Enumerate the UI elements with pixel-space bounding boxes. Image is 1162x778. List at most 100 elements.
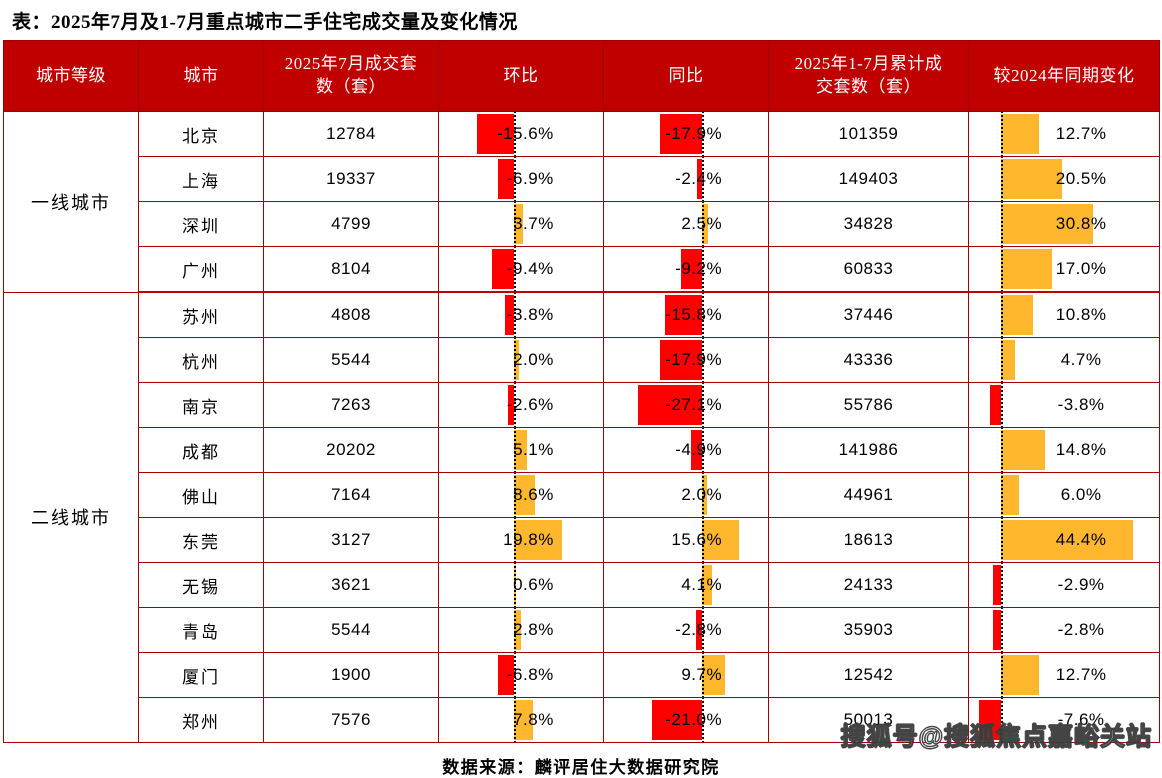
bar-area-mom — [440, 563, 603, 607]
bar-area-yoy — [605, 112, 768, 156]
cell-volume: 5544 — [263, 607, 439, 653]
zero-axis-line-mom — [514, 428, 517, 472]
cell-volume: 20202 — [263, 427, 439, 473]
bar-area-change — [970, 473, 1159, 517]
bar-area-change — [970, 157, 1159, 201]
data-bar-change — [978, 700, 1002, 740]
watermark: 搜狐号@搜狐焦点嘉峪关站 — [840, 723, 1152, 752]
zero-axis-line-change — [1001, 473, 1004, 517]
cell-mom: 2.0% — [438, 337, 604, 383]
cell-change: 14.8% — [968, 427, 1160, 473]
bar-area-change — [970, 338, 1159, 382]
zero-axis-line-change — [1001, 608, 1004, 652]
zero-axis-line-yoy — [702, 653, 705, 697]
zero-axis-line-mom — [514, 338, 517, 382]
data-bar-yoy — [690, 430, 703, 470]
zero-axis-line-mom — [514, 292, 517, 337]
data-bar-yoy — [680, 249, 703, 289]
cell-cumulative: 101359 — [768, 111, 969, 157]
data-bar-yoy — [702, 204, 709, 244]
zero-axis-line-change — [1001, 338, 1004, 382]
table-row: 成都 20202 5.1% -4.9% 141986 14.8% — [4, 427, 1160, 473]
cell-mom: -15.6% — [438, 111, 604, 157]
bar-area-mom — [440, 608, 603, 652]
cell-mom: -3.8% — [438, 291, 604, 338]
cell-volume: 12784 — [263, 111, 439, 157]
cell-city: 郑州 — [138, 697, 264, 743]
cell-yoy: 4.1% — [603, 562, 769, 608]
cell-city: 无锡 — [138, 562, 264, 608]
table-row: 郑州 7576 7.8% -21.0% 50013 -7.6% — [4, 697, 1160, 743]
cell-volume: 1900 — [263, 652, 439, 698]
cell-city: 苏州 — [138, 291, 264, 338]
data-bar-mom — [514, 700, 533, 740]
cell-cumulative: 149403 — [768, 156, 969, 202]
bar-area-change — [970, 698, 1159, 742]
cell-volume: 5544 — [263, 337, 439, 383]
table-row: 厦门 1900 -6.8% 9.7% 12542 12.7% — [4, 652, 1160, 698]
data-bar-yoy — [702, 475, 708, 515]
cell-change: -3.8% — [968, 382, 1160, 428]
cell-change: 17.0% — [968, 246, 1160, 293]
data-bar-mom — [514, 610, 522, 650]
cell-cumulative: 37446 — [768, 291, 969, 338]
cell-city: 深圳 — [138, 201, 264, 247]
bar-area-yoy — [605, 563, 768, 607]
cell-volume: 19337 — [263, 156, 439, 202]
bar-area-mom — [440, 428, 603, 472]
cell-mom: 7.8% — [438, 697, 604, 743]
cell-city: 杭州 — [138, 337, 264, 383]
cell-change: 20.5% — [968, 156, 1160, 202]
cell-change: 44.4% — [968, 517, 1160, 563]
data-bar-change — [1001, 340, 1016, 380]
header-row: 城市等级 城市 2025年7月成交套 数（套） 环比 同比 2025年1-7月累… — [3, 40, 1160, 112]
bar-area-yoy — [605, 518, 768, 562]
data-bar-change — [1001, 249, 1052, 289]
zero-axis-line-yoy — [702, 608, 705, 652]
bar-area-change — [970, 383, 1159, 427]
zero-axis-line-change — [1001, 563, 1004, 607]
cell-yoy: 2.0% — [603, 472, 769, 518]
bar-area-yoy — [605, 157, 768, 201]
table-row: 佛山 7164 8.6% 2.0% 44961 6.0% — [4, 472, 1160, 518]
table-row: 南京 7263 -2.6% -27.1% 55786 -3.8% — [4, 382, 1160, 428]
data-bar-yoy — [659, 340, 703, 380]
cell-yoy: -21.0% — [603, 697, 769, 743]
zero-axis-line-yoy — [702, 292, 705, 337]
bar-area-change — [970, 653, 1159, 697]
cell-cumulative: 34828 — [768, 201, 969, 247]
bar-area-change — [970, 518, 1159, 562]
data-bar-mom — [514, 204, 524, 244]
cell-city: 厦门 — [138, 652, 264, 698]
cell-mom: 3.7% — [438, 201, 604, 247]
cell-volume: 3621 — [263, 562, 439, 608]
bar-area-yoy — [605, 292, 768, 337]
cell-city: 上海 — [138, 156, 264, 202]
cell-change: -2.8% — [968, 607, 1160, 653]
data-bar-change — [1001, 475, 1020, 515]
cell-cumulative: 44961 — [768, 472, 969, 518]
table-row: 二线城市 苏州 4808 -3.8% -15.8% 37446 10.8% — [3, 291, 1160, 743]
bar-area-change — [970, 247, 1159, 291]
cell-yoy: -17.9% — [603, 337, 769, 383]
col-header-yoy: 同比 — [603, 40, 769, 112]
data-bar-yoy — [637, 385, 703, 425]
col-header-city: 城市 — [138, 40, 264, 112]
bar-area-yoy — [605, 202, 768, 246]
zero-axis-line-change — [1001, 202, 1004, 246]
data-bar-change — [1001, 430, 1046, 470]
bar-area-yoy — [605, 473, 768, 517]
data-bar-change — [992, 565, 1002, 605]
bar-area-mom — [440, 112, 603, 156]
cell-mom: -9.4% — [438, 246, 604, 293]
cell-city: 成都 — [138, 427, 264, 473]
cell-yoy: 2.5% — [603, 201, 769, 247]
data-bar-change — [1001, 159, 1063, 199]
cell-yoy: -27.1% — [603, 382, 769, 428]
cell-mom: -6.8% — [438, 652, 604, 698]
zero-axis-line-mom — [514, 383, 517, 427]
zero-axis-line-yoy — [702, 112, 705, 156]
data-bar-change — [990, 385, 1002, 425]
table-header: 城市等级 城市 2025年7月成交套 数（套） 环比 同比 2025年1-7月累… — [3, 40, 1160, 112]
cell-mom: 5.1% — [438, 427, 604, 473]
